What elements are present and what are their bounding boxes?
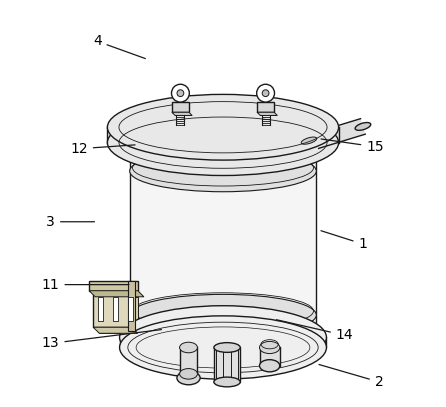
Ellipse shape <box>301 137 317 144</box>
Ellipse shape <box>130 118 316 167</box>
Circle shape <box>172 84 190 102</box>
Text: 12: 12 <box>70 142 135 156</box>
Ellipse shape <box>214 343 240 352</box>
Polygon shape <box>120 337 326 348</box>
Bar <box>128 297 132 321</box>
Text: 15: 15 <box>321 139 384 154</box>
Text: 1: 1 <box>321 231 368 251</box>
Ellipse shape <box>214 377 240 387</box>
Bar <box>172 102 189 112</box>
Text: 3: 3 <box>46 215 95 229</box>
Polygon shape <box>93 291 132 327</box>
Ellipse shape <box>120 306 326 369</box>
Ellipse shape <box>130 294 316 336</box>
Polygon shape <box>99 297 138 333</box>
Ellipse shape <box>177 371 200 385</box>
Text: 2: 2 <box>319 365 384 389</box>
Polygon shape <box>172 112 192 116</box>
Circle shape <box>262 90 269 96</box>
Polygon shape <box>130 143 316 337</box>
Polygon shape <box>260 348 280 366</box>
Text: 4: 4 <box>93 34 145 59</box>
Bar <box>98 297 103 321</box>
Polygon shape <box>257 112 277 116</box>
Text: 14: 14 <box>277 320 354 342</box>
Ellipse shape <box>130 313 316 362</box>
Ellipse shape <box>355 123 371 130</box>
Ellipse shape <box>180 342 198 353</box>
Polygon shape <box>93 327 138 333</box>
Bar <box>128 280 136 331</box>
Polygon shape <box>214 348 240 382</box>
Text: 13: 13 <box>42 330 161 350</box>
Circle shape <box>177 90 184 96</box>
Polygon shape <box>89 291 144 297</box>
Ellipse shape <box>107 94 339 160</box>
Polygon shape <box>107 127 339 143</box>
Circle shape <box>256 84 274 102</box>
Bar <box>257 102 274 112</box>
Polygon shape <box>314 119 365 149</box>
Polygon shape <box>180 348 198 378</box>
Bar <box>113 297 118 321</box>
Ellipse shape <box>260 360 280 372</box>
Polygon shape <box>89 280 138 291</box>
Ellipse shape <box>130 150 316 192</box>
Text: 11: 11 <box>42 278 129 292</box>
Ellipse shape <box>260 341 280 354</box>
Ellipse shape <box>180 369 198 379</box>
Ellipse shape <box>120 316 326 379</box>
Ellipse shape <box>107 110 339 175</box>
